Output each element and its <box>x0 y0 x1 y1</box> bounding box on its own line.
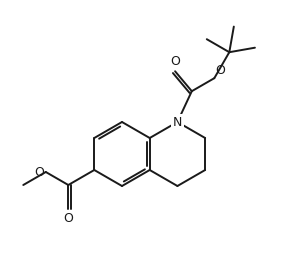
Text: O: O <box>34 165 44 178</box>
Text: O: O <box>215 64 225 77</box>
Text: N: N <box>173 116 182 128</box>
Text: O: O <box>63 212 73 225</box>
Text: O: O <box>170 55 180 68</box>
